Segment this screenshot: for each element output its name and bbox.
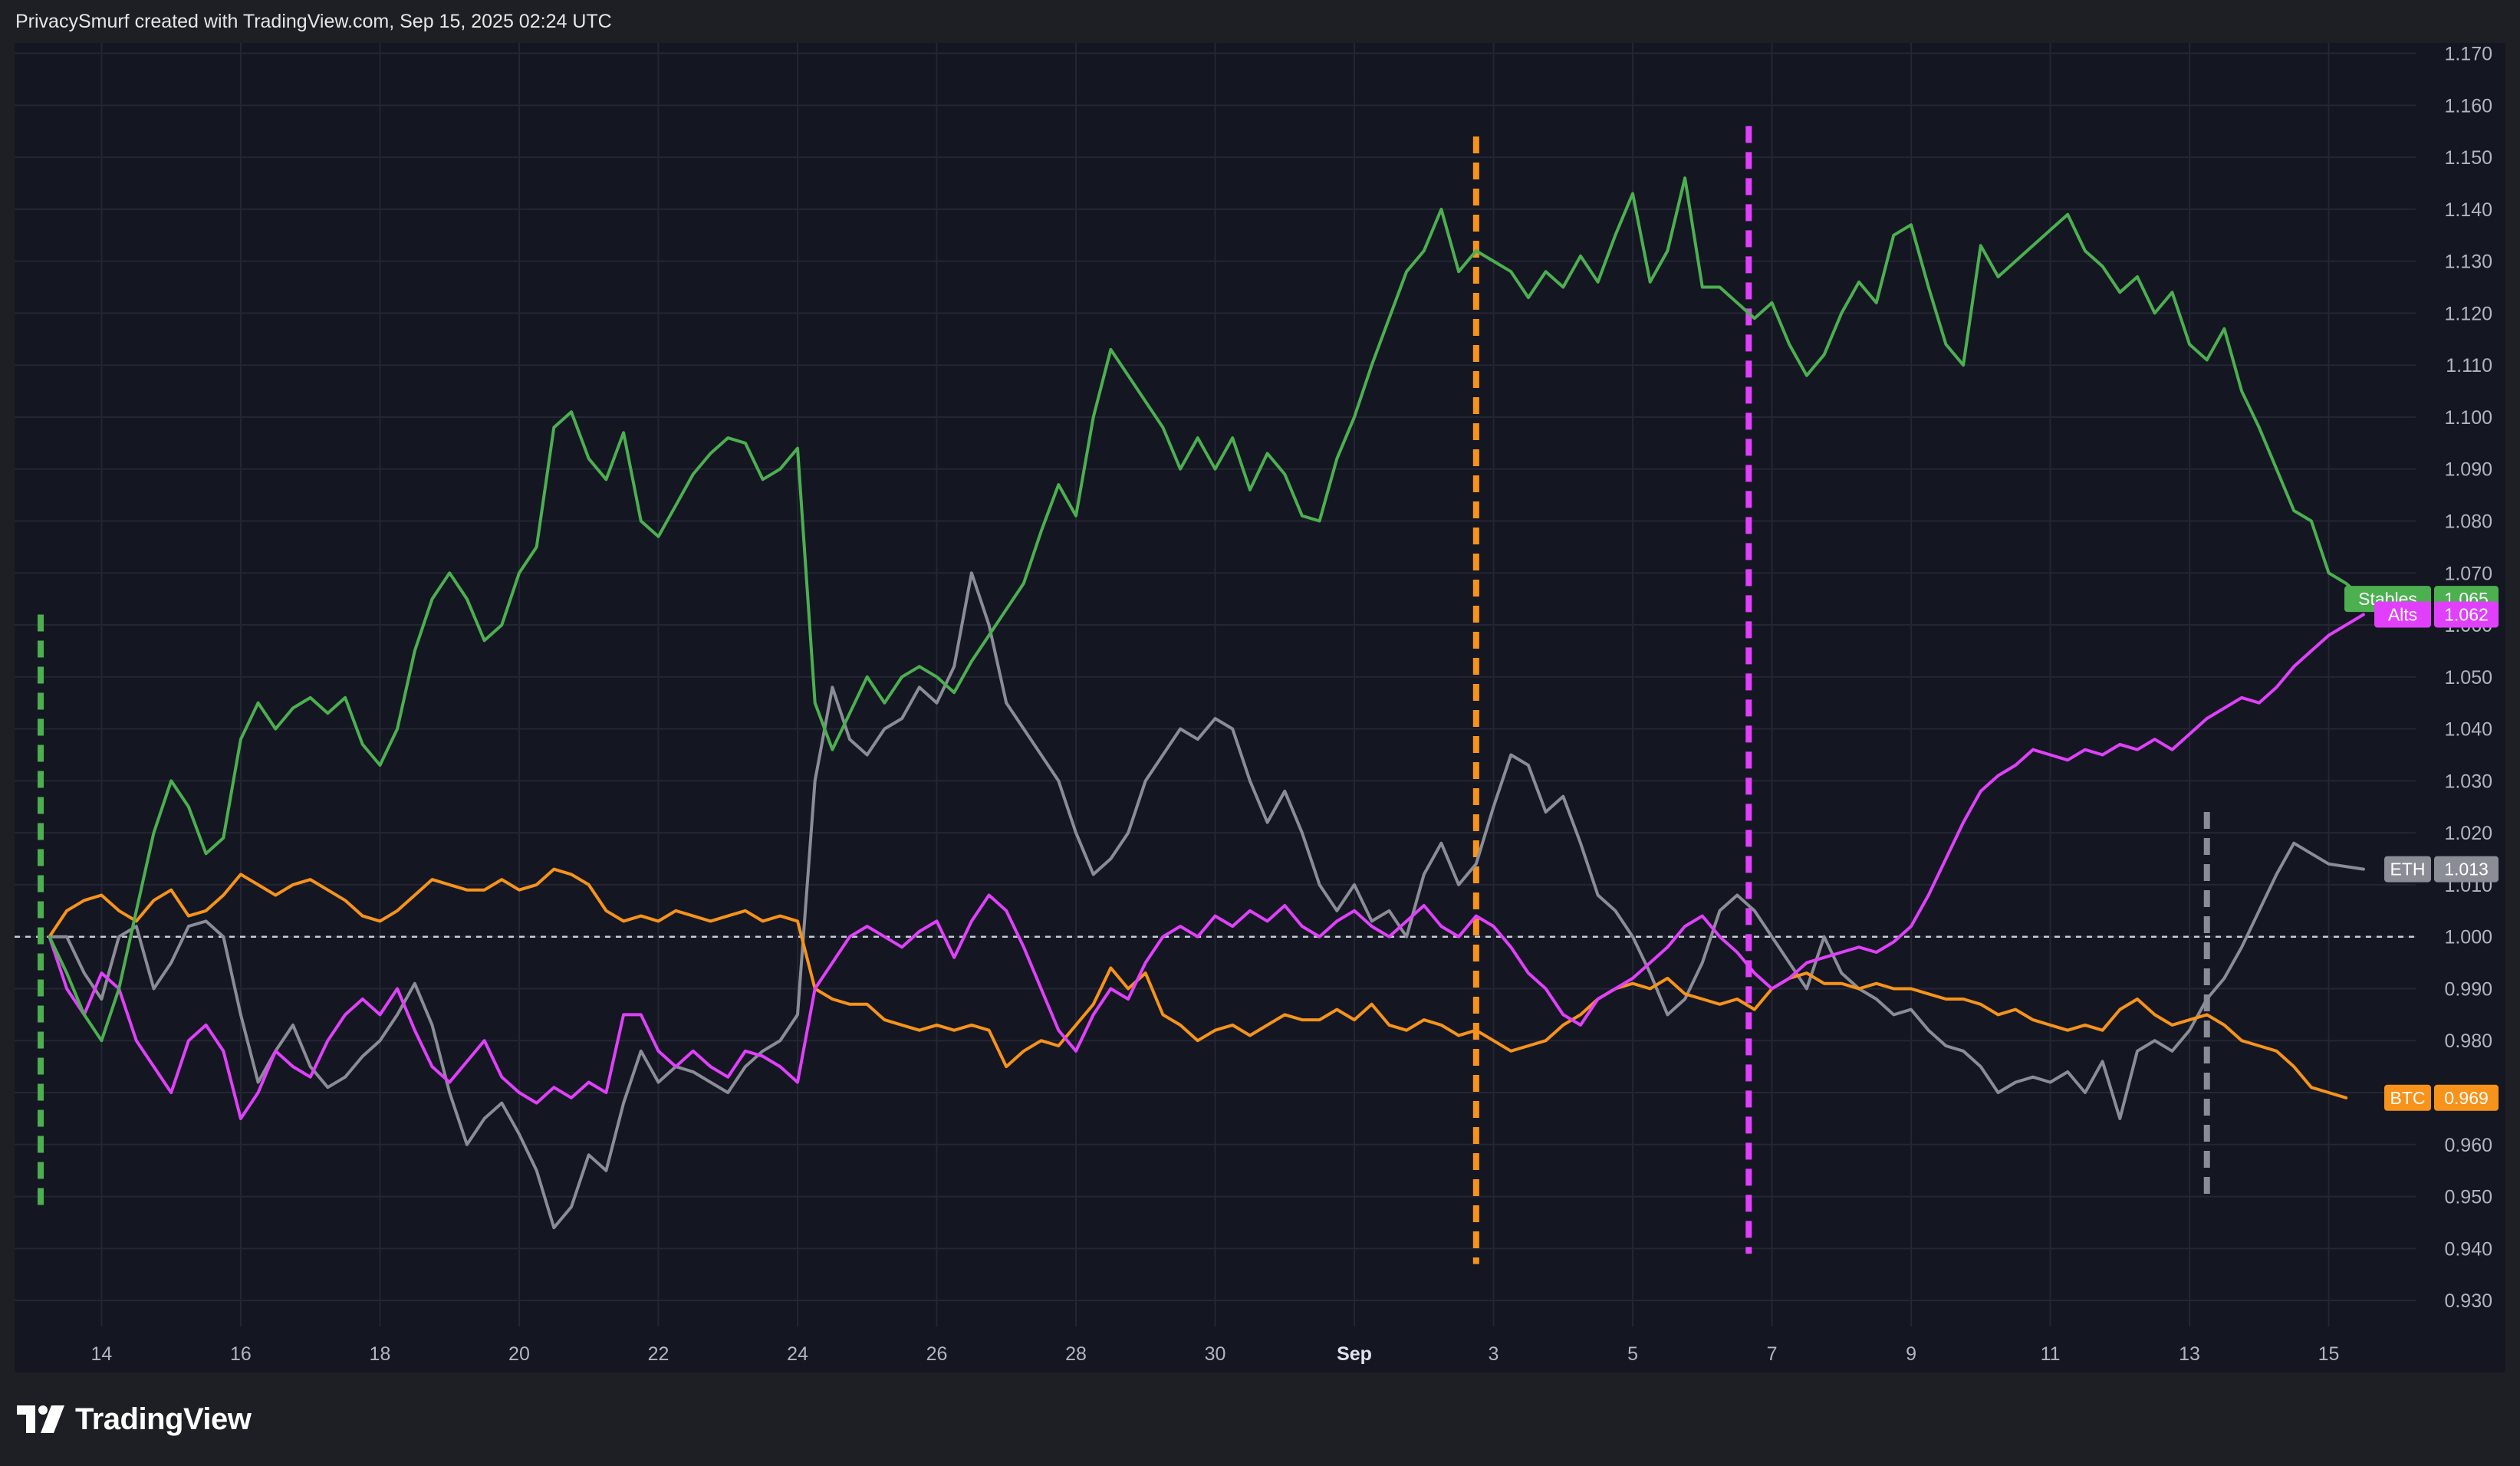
price-tag-value: 1.062 [2444,605,2489,625]
price-tag-value-box [2434,856,2499,883]
y-tick-label: 0.930 [2444,1290,2492,1312]
x-tick-label: 30 [1205,1343,1226,1365]
y-tick-label: 0.990 [2444,978,2492,1000]
price-tag-eth: ETH 1.013 [2384,856,2499,883]
x-tick-label: 3 [1489,1343,1499,1365]
series-line-eth [48,571,2365,1230]
x-tick-label: Sep [1337,1343,1372,1365]
y-tick-label: 1.110 [2446,355,2492,376]
price-tag-value-box [2434,1084,2499,1111]
vertical-markers [38,126,2210,1264]
attribution-text: PrivacySmurf created with TradingView.co… [15,11,612,32]
tradingview-brand[interactable]: TradingView [17,1400,252,1438]
y-tick-label: 0.960 [2444,1135,2492,1156]
price-tag-name-box [2374,601,2431,628]
x-tick-label: 15 [2318,1343,2340,1365]
price-tag-btc: BTC 0.969 [2384,1084,2499,1111]
y-tick-label: 1.090 [2444,459,2492,481]
y-tick-label: 0.940 [2444,1238,2492,1260]
y-tick-label: 1.020 [2444,823,2492,844]
chart-frame[interactable] [15,43,2505,1372]
y-tick-label: 1.170 [2444,44,2492,65]
price-tag-name: Alts [2388,605,2417,625]
series-lines [48,176,2365,1230]
y-tick-label: 1.160 [2444,95,2492,117]
y-tick-label: 1.030 [2444,771,2492,792]
price-tag-value-box [2434,601,2499,628]
price-tag-name: BTC [2390,1088,2426,1108]
y-tick-label: 1.140 [2444,199,2492,221]
y-tick-label: 1.050 [2444,667,2492,689]
footer [0,1372,2520,1466]
x-tick-label: 28 [1065,1343,1087,1365]
price-tag-name: ETH [2390,860,2426,879]
tradingview-logo-icon [17,1405,64,1433]
x-tick-label: 18 [370,1343,391,1365]
series-line-stables [48,176,2365,1043]
x-tick-label: 11 [2041,1343,2061,1365]
price-tag-value: 1.013 [2444,860,2489,879]
x-tick-label: 9 [1906,1343,1916,1365]
x-tick-label: 16 [230,1343,252,1365]
y-tick-label: 0.980 [2444,1030,2492,1052]
x-tick-label: 14 [91,1343,113,1365]
y-tick-label: 1.100 [2444,407,2492,429]
y-tick-label: 1.120 [2444,303,2492,324]
x-tick-label: 13 [2179,1343,2200,1365]
price-tag-value: 0.969 [2444,1088,2489,1108]
y-tick-label: 1.040 [2444,719,2492,741]
y-tick-label: 1.070 [2444,563,2492,584]
x-tick-label: 7 [1767,1343,1778,1365]
y-tick-label: 1.000 [2444,927,2492,948]
price-tag-alts: Alts 1.062 [2374,601,2499,628]
series-line-btc [48,867,2348,1100]
x-tick-label: 22 [648,1343,669,1365]
x-tick-label: 20 [508,1343,530,1365]
price-tag-name-box [2384,1084,2431,1111]
y-tick-label: 0.950 [2444,1187,2492,1208]
line-chart[interactable]: 1.170 1.160 1.150 1.140 1.130 1.120 1.110 1.100… [0,0,2520,1372]
attribution-bar: PrivacySmurf created with TradingView.co… [0,0,2520,43]
x-tick-label: 24 [787,1343,808,1365]
y-tick-label: 1.080 [2444,511,2492,533]
price-tag-name-box [2384,856,2431,883]
y-axis[interactable]: 1.170 1.160 1.150 1.140 1.130 1.120 1.110 1.100… [2444,44,2492,1313]
brand-name: TradingView [75,1402,252,1436]
x-axis[interactable]: 14 16 18 20 22 24 26 28 30 Sep 3 5 7 9 11 13 15 [91,1343,2340,1365]
y-tick-label: 1.130 [2444,251,2492,273]
y-tick-label: 1.150 [2444,147,2492,169]
series-line-alts [48,613,2365,1120]
grid [15,43,2416,1326]
x-tick-label: 26 [926,1343,948,1365]
x-tick-label: 5 [1627,1343,1638,1365]
